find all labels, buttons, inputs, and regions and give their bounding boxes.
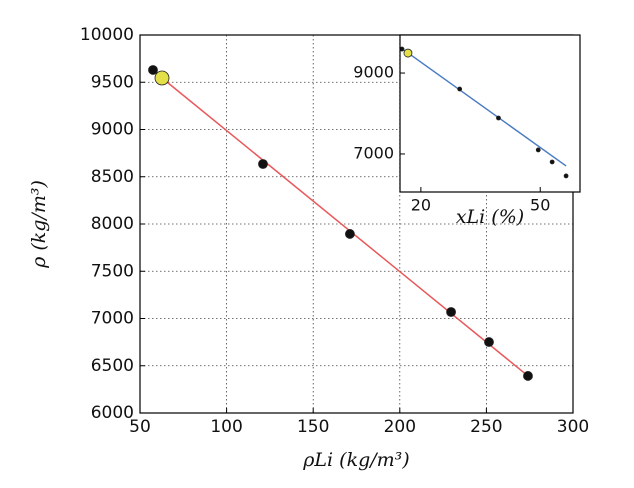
point <box>403 48 413 58</box>
plot-area <box>400 35 580 192</box>
frame <box>399 34 581 193</box>
point <box>523 371 533 381</box>
y-tick-label: 9500 <box>91 72 134 92</box>
y-tick-label: 7000 <box>91 309 134 329</box>
fit-line <box>161 77 529 377</box>
y-tick-label: 7500 <box>91 261 134 281</box>
fit-line <box>403 49 567 167</box>
point <box>563 173 569 179</box>
point <box>484 337 494 347</box>
x-tick-label: 250 <box>470 417 502 437</box>
point <box>345 229 355 239</box>
x-tick-label: 100 <box>210 417 242 437</box>
point <box>535 147 541 153</box>
y-axis-label: ρ (kg/m³) <box>28 180 50 269</box>
y-tick-label: 6500 <box>91 356 134 376</box>
x-tick-label: 200 <box>384 417 416 437</box>
point <box>154 70 170 86</box>
y-tick-label: 9000 <box>91 120 134 140</box>
x-axis-label: xLi (%) <box>456 206 524 228</box>
x-tick-label: 50 <box>530 196 550 215</box>
point <box>496 115 501 121</box>
frame <box>139 34 574 414</box>
x-tick-label: 300 <box>557 417 589 437</box>
y-tick-label: 10000 <box>80 25 134 45</box>
point <box>446 307 456 317</box>
point <box>148 65 158 75</box>
y-tick-label: 7000 <box>353 143 394 162</box>
x-tick-label: 150 <box>297 417 329 437</box>
x-axis-label: ρLi (kg/m³) <box>302 449 409 471</box>
x-tick-label: 50 <box>129 417 151 437</box>
y-tick-label: 8000 <box>91 214 134 234</box>
point <box>457 86 463 92</box>
y-tick-label: 6000 <box>91 403 134 423</box>
point <box>258 159 268 169</box>
point <box>549 159 555 165</box>
y-tick-label: 9000 <box>353 63 394 82</box>
y-tick-label: 8500 <box>91 167 134 187</box>
x-tick-label: 20 <box>411 196 431 215</box>
